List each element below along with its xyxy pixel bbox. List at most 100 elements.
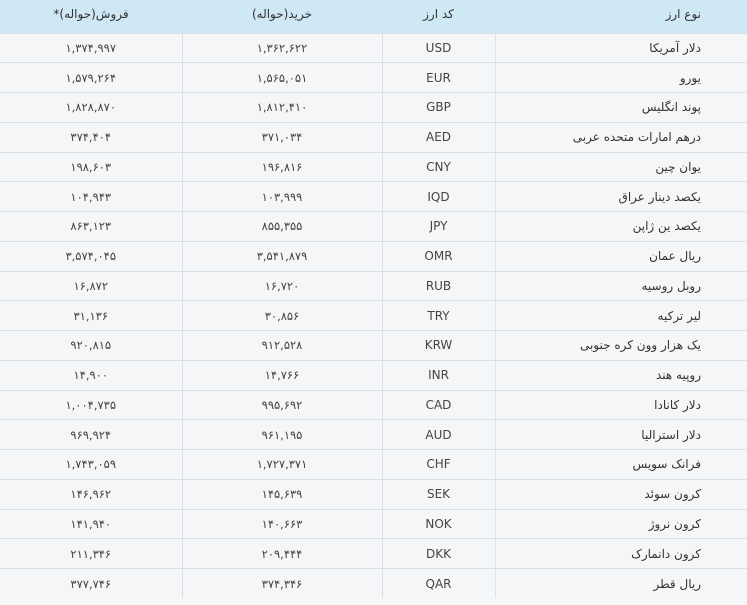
currency-code: AED xyxy=(381,121,495,152)
currency-code: CHF xyxy=(381,449,495,480)
sell-price: ۳۱,۱۳۶ xyxy=(0,300,182,331)
buy-price: ۲۰۹,۴۴۴ xyxy=(181,538,382,569)
table-row: روبل روسیه RUB ۱۶,۷۲۰ ۱۶,۸۷۲ xyxy=(0,270,747,301)
table-row: دلار استرالیا AUD ۹۶۱,۱۹۵ ۹۶۹,۹۲۴ xyxy=(0,419,747,450)
currency-name: دلار استرالیا xyxy=(494,419,747,450)
buy-price: ۱۹۶,۸۱۶ xyxy=(181,151,382,182)
currency-name: روپیه هند xyxy=(494,359,747,390)
currency-code: OMR xyxy=(381,240,495,271)
table-row: یک هزار وون کره جنوبی KRW ۹۱۲,۵۲۸ ۹۲۰,۸۱۵ xyxy=(0,330,747,361)
table-row: دلار کانادا CAD ۹۹۵,۶۹۲ ۱,۰۰۴,۷۳۵ xyxy=(0,389,747,420)
table-row: یکصد ین ژاپن JPY ۸۵۵,۳۵۵ ۸۶۳,۱۲۳ xyxy=(0,211,747,242)
sell-price: ۱,۸۲۸,۸۷۰ xyxy=(0,92,182,123)
currency-name: لیر ترکیه xyxy=(494,300,747,331)
buy-price: ۳۷۴,۳۴۶ xyxy=(181,568,382,599)
sell-price: ۱,۷۴۳,۰۵۹ xyxy=(0,449,182,480)
currency-name: یورو xyxy=(494,62,747,93)
buy-price: ۱۴۰,۶۶۳ xyxy=(181,508,382,539)
table-row: یورو EUR ۱,۵۶۵,۰۵۱ ۱,۵۷۹,۲۶۴ xyxy=(0,62,747,93)
table-row: پوند انگلیس GBP ۱,۸۱۲,۴۱۰ ۱,۸۲۸,۸۷۰ xyxy=(0,92,747,123)
currency-code: TRY xyxy=(381,300,495,331)
table-row: ریال عمان OMR ۳,۵۴۱,۸۷۹ ۳,۵۷۴,۰۴۵ xyxy=(0,240,747,271)
buy-price: ۹۶۱,۱۹۵ xyxy=(181,419,382,450)
table-row: یکصد دینار عراق IQD ۱۰۳,۹۹۹ ۱۰۴,۹۴۳ xyxy=(0,181,747,212)
buy-price: ۱۰۳,۹۹۹ xyxy=(181,181,382,212)
currency-code: GBP xyxy=(381,92,495,123)
currency-name: یکصد ین ژاپن xyxy=(494,211,747,242)
buy-price: ۹۱۲,۵۲۸ xyxy=(181,330,382,361)
sell-price: ۱,۳۷۴,۹۹۷ xyxy=(0,32,182,63)
currency-name: دلار آمریکا xyxy=(494,32,747,63)
buy-price: ۱۴,۷۶۶ xyxy=(181,359,382,390)
buy-price: ۱,۷۲۷,۳۷۱ xyxy=(181,449,382,480)
buy-price: ۱,۵۶۵,۰۵۱ xyxy=(181,62,382,93)
sell-price: ۱۶,۸۷۲ xyxy=(0,270,182,301)
table-header-row: نوع ارز کد ارز خرید(حواله) فروش(حواله)* xyxy=(0,0,747,33)
currency-code: KRW xyxy=(381,330,495,361)
buy-price: ۱,۳۶۲,۶۲۲ xyxy=(181,32,382,63)
currency-code: RUB xyxy=(381,270,495,301)
table-row: لیر ترکیه TRY ۳۰,۸۵۶ ۳۱,۱۳۶ xyxy=(0,300,747,331)
sell-price: ۹۲۰,۸۱۵ xyxy=(0,330,182,361)
sell-price: ۱,۵۷۹,۲۶۴ xyxy=(0,62,182,93)
currency-name: دلار کانادا xyxy=(494,389,747,420)
currency-name: درهم امارات متحده عربی xyxy=(494,121,747,152)
table-row: روپیه هند INR ۱۴,۷۶۶ ۱۴,۹۰۰ xyxy=(0,359,747,390)
sell-price: ۱,۰۰۴,۷۳۵ xyxy=(0,389,182,420)
currency-code: NOK xyxy=(381,508,495,539)
table-row: فرانک سویس CHF ۱,۷۲۷,۳۷۱ ۱,۷۴۳,۰۵۹ xyxy=(0,449,747,480)
table-row: ریال قطر QAR ۳۷۴,۳۴۶ ۳۷۷,۷۴۶ xyxy=(0,568,747,599)
currency-code: IQD xyxy=(381,181,495,212)
sell-price: ۹۶۹,۹۲۴ xyxy=(0,419,182,450)
currency-code: AUD xyxy=(381,419,495,450)
buy-price: ۱۴۵,۶۳۹ xyxy=(181,478,382,509)
header-currency-name: نوع ارز xyxy=(665,7,701,21)
buy-price: ۳۷۱,۰۳۴ xyxy=(181,121,382,152)
sell-price: ۱۴,۹۰۰ xyxy=(0,359,182,390)
currency-code: DKK xyxy=(381,538,495,569)
currency-code: CNY xyxy=(381,151,495,182)
currency-name: پوند انگلیس xyxy=(494,92,747,123)
currency-code: USD xyxy=(381,32,495,63)
table-row: یوان چین CNY ۱۹۶,۸۱۶ ۱۹۸,۶۰۳ xyxy=(0,151,747,182)
sell-price: ۱۴۱,۹۴۰ xyxy=(0,508,182,539)
header-currency-code: کد ارز xyxy=(423,7,454,21)
currency-code: INR xyxy=(381,359,495,390)
buy-price: ۳,۵۴۱,۸۷۹ xyxy=(181,240,382,271)
buy-price: ۹۹۵,۶۹۲ xyxy=(181,389,382,420)
currency-code: EUR xyxy=(381,62,495,93)
currency-name: روبل روسیه xyxy=(494,270,747,301)
buy-price: ۸۵۵,۳۵۵ xyxy=(181,211,382,242)
currency-name: ریال قطر xyxy=(494,568,747,599)
currency-code: SEK xyxy=(381,478,495,509)
table-row: کرون نروژ NOK ۱۴۰,۶۶۳ ۱۴۱,۹۴۰ xyxy=(0,508,747,539)
sell-price: ۱۰۴,۹۴۳ xyxy=(0,181,182,212)
currency-name: کرون نروژ xyxy=(494,508,747,539)
currency-code: CAD xyxy=(381,389,495,420)
buy-price: ۳۰,۸۵۶ xyxy=(181,300,382,331)
currency-code: JPY xyxy=(381,211,495,242)
buy-price: ۱,۸۱۲,۴۱۰ xyxy=(181,92,382,123)
currency-name: ریال عمان xyxy=(494,240,747,271)
currency-name: کرون دانمارک xyxy=(494,538,747,569)
currency-code: QAR xyxy=(381,568,495,599)
sell-price: ۳۷۷,۷۴۶ xyxy=(0,568,182,599)
header-buy: خرید(حواله) xyxy=(251,7,313,21)
table-row: دلار آمریکا USD ۱,۳۶۲,۶۲۲ ۱,۳۷۴,۹۹۷ xyxy=(0,32,747,63)
sell-price: ۸۶۳,۱۲۳ xyxy=(0,211,182,242)
sell-price: ۳۷۴,۴۰۴ xyxy=(0,121,182,152)
sell-price: ۳,۵۷۴,۰۴۵ xyxy=(0,240,182,271)
table-row: درهم امارات متحده عربی AED ۳۷۱,۰۳۴ ۳۷۴,۴۰۴ xyxy=(0,121,747,152)
currency-name: کرون سوئد xyxy=(494,478,747,509)
table-row: کرون سوئد SEK ۱۴۵,۶۳۹ ۱۴۶,۹۶۲ xyxy=(0,478,747,509)
currency-name: یک هزار وون کره جنوبی xyxy=(494,330,747,361)
currency-name: یکصد دینار عراق xyxy=(494,181,747,212)
currency-name: یوان چین xyxy=(494,151,747,182)
sell-price: ۱۴۶,۹۶۲ xyxy=(0,478,182,509)
header-sell: فروش(حواله)* xyxy=(53,7,129,21)
buy-price: ۱۶,۷۲۰ xyxy=(181,270,382,301)
currency-name: فرانک سویس xyxy=(494,449,747,480)
sell-price: ۲۱۱,۳۴۶ xyxy=(0,538,182,569)
sell-price: ۱۹۸,۶۰۳ xyxy=(0,151,182,182)
